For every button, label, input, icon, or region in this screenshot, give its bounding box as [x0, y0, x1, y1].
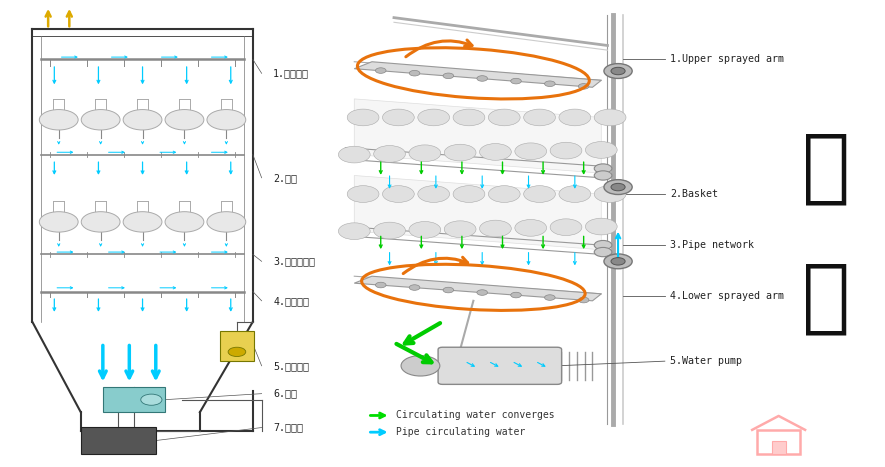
- Circle shape: [579, 84, 589, 89]
- Circle shape: [81, 212, 120, 232]
- Polygon shape: [354, 62, 601, 87]
- Circle shape: [559, 186, 590, 202]
- Circle shape: [444, 221, 476, 238]
- Text: 原: 原: [802, 129, 850, 207]
- Circle shape: [594, 171, 612, 180]
- Circle shape: [594, 109, 626, 126]
- Circle shape: [489, 186, 520, 202]
- Circle shape: [579, 297, 589, 303]
- Circle shape: [594, 164, 612, 173]
- Circle shape: [611, 184, 625, 191]
- Circle shape: [585, 142, 617, 158]
- Text: 4.下噪淋噪: 4.下噪淋噪: [273, 296, 309, 306]
- Polygon shape: [354, 176, 601, 250]
- Circle shape: [594, 186, 626, 202]
- Circle shape: [207, 110, 246, 130]
- Circle shape: [409, 285, 419, 290]
- Circle shape: [373, 222, 405, 239]
- Text: 5.Water pump: 5.Water pump: [670, 356, 743, 366]
- Circle shape: [550, 142, 582, 159]
- Circle shape: [611, 67, 625, 75]
- Circle shape: [559, 109, 590, 126]
- Circle shape: [382, 186, 414, 202]
- Circle shape: [550, 219, 582, 235]
- Circle shape: [375, 282, 386, 288]
- Text: 理: 理: [802, 260, 850, 338]
- Circle shape: [604, 64, 632, 78]
- Circle shape: [39, 110, 78, 130]
- Circle shape: [123, 110, 162, 130]
- Circle shape: [418, 186, 450, 202]
- FancyBboxPatch shape: [103, 387, 165, 412]
- Text: 1.Upper sprayed arm: 1.Upper sprayed arm: [670, 55, 784, 64]
- Circle shape: [524, 109, 556, 126]
- Circle shape: [480, 143, 512, 160]
- Circle shape: [382, 109, 414, 126]
- FancyBboxPatch shape: [438, 347, 562, 384]
- Circle shape: [401, 355, 440, 376]
- Circle shape: [375, 68, 386, 73]
- Circle shape: [544, 81, 555, 86]
- Circle shape: [611, 258, 625, 265]
- Circle shape: [443, 73, 454, 78]
- Circle shape: [409, 221, 441, 238]
- Circle shape: [81, 110, 120, 130]
- Circle shape: [453, 186, 485, 202]
- Circle shape: [477, 290, 488, 295]
- Circle shape: [347, 109, 379, 126]
- Text: Pipe circulating water: Pipe circulating water: [396, 427, 525, 437]
- Polygon shape: [354, 99, 601, 173]
- Circle shape: [489, 109, 520, 126]
- Circle shape: [347, 186, 379, 202]
- Circle shape: [544, 295, 555, 300]
- Polygon shape: [354, 276, 601, 301]
- Circle shape: [585, 218, 617, 235]
- Circle shape: [594, 248, 612, 257]
- Circle shape: [477, 76, 488, 81]
- Text: 6.水泵: 6.水泵: [273, 389, 297, 399]
- Circle shape: [515, 143, 547, 160]
- Circle shape: [443, 287, 454, 293]
- Text: 1.上噪淋管: 1.上噪淋管: [273, 68, 309, 78]
- Circle shape: [141, 394, 162, 405]
- Circle shape: [524, 186, 556, 202]
- Text: 3.Pipe network: 3.Pipe network: [670, 240, 754, 250]
- FancyBboxPatch shape: [81, 427, 156, 454]
- Circle shape: [515, 219, 547, 236]
- FancyBboxPatch shape: [220, 331, 254, 361]
- Circle shape: [480, 220, 512, 237]
- Circle shape: [338, 146, 370, 163]
- Text: 3.支架和沖瓶: 3.支架和沖瓶: [273, 256, 315, 266]
- Circle shape: [418, 109, 450, 126]
- Circle shape: [511, 78, 521, 84]
- Circle shape: [373, 146, 405, 162]
- Circle shape: [165, 212, 204, 232]
- Circle shape: [604, 254, 632, 269]
- Circle shape: [165, 110, 204, 130]
- Circle shape: [604, 180, 632, 194]
- Circle shape: [409, 71, 419, 76]
- FancyBboxPatch shape: [772, 441, 786, 454]
- Text: 7.变频器: 7.变频器: [273, 423, 304, 432]
- Circle shape: [511, 292, 521, 298]
- Circle shape: [39, 212, 78, 232]
- Text: 4.Lower sprayed arm: 4.Lower sprayed arm: [670, 291, 784, 301]
- Circle shape: [594, 241, 612, 250]
- Circle shape: [123, 212, 162, 232]
- Text: 5.干燥风机: 5.干燥风机: [273, 361, 309, 371]
- Text: Circulating water converges: Circulating water converges: [396, 410, 554, 420]
- Circle shape: [444, 144, 476, 161]
- Circle shape: [207, 212, 246, 232]
- Circle shape: [338, 223, 370, 240]
- Circle shape: [409, 145, 441, 162]
- Text: 2.Basket: 2.Basket: [670, 189, 718, 199]
- Circle shape: [228, 347, 246, 356]
- Text: 2.噪桿: 2.噪桿: [273, 173, 297, 183]
- Circle shape: [453, 109, 485, 126]
